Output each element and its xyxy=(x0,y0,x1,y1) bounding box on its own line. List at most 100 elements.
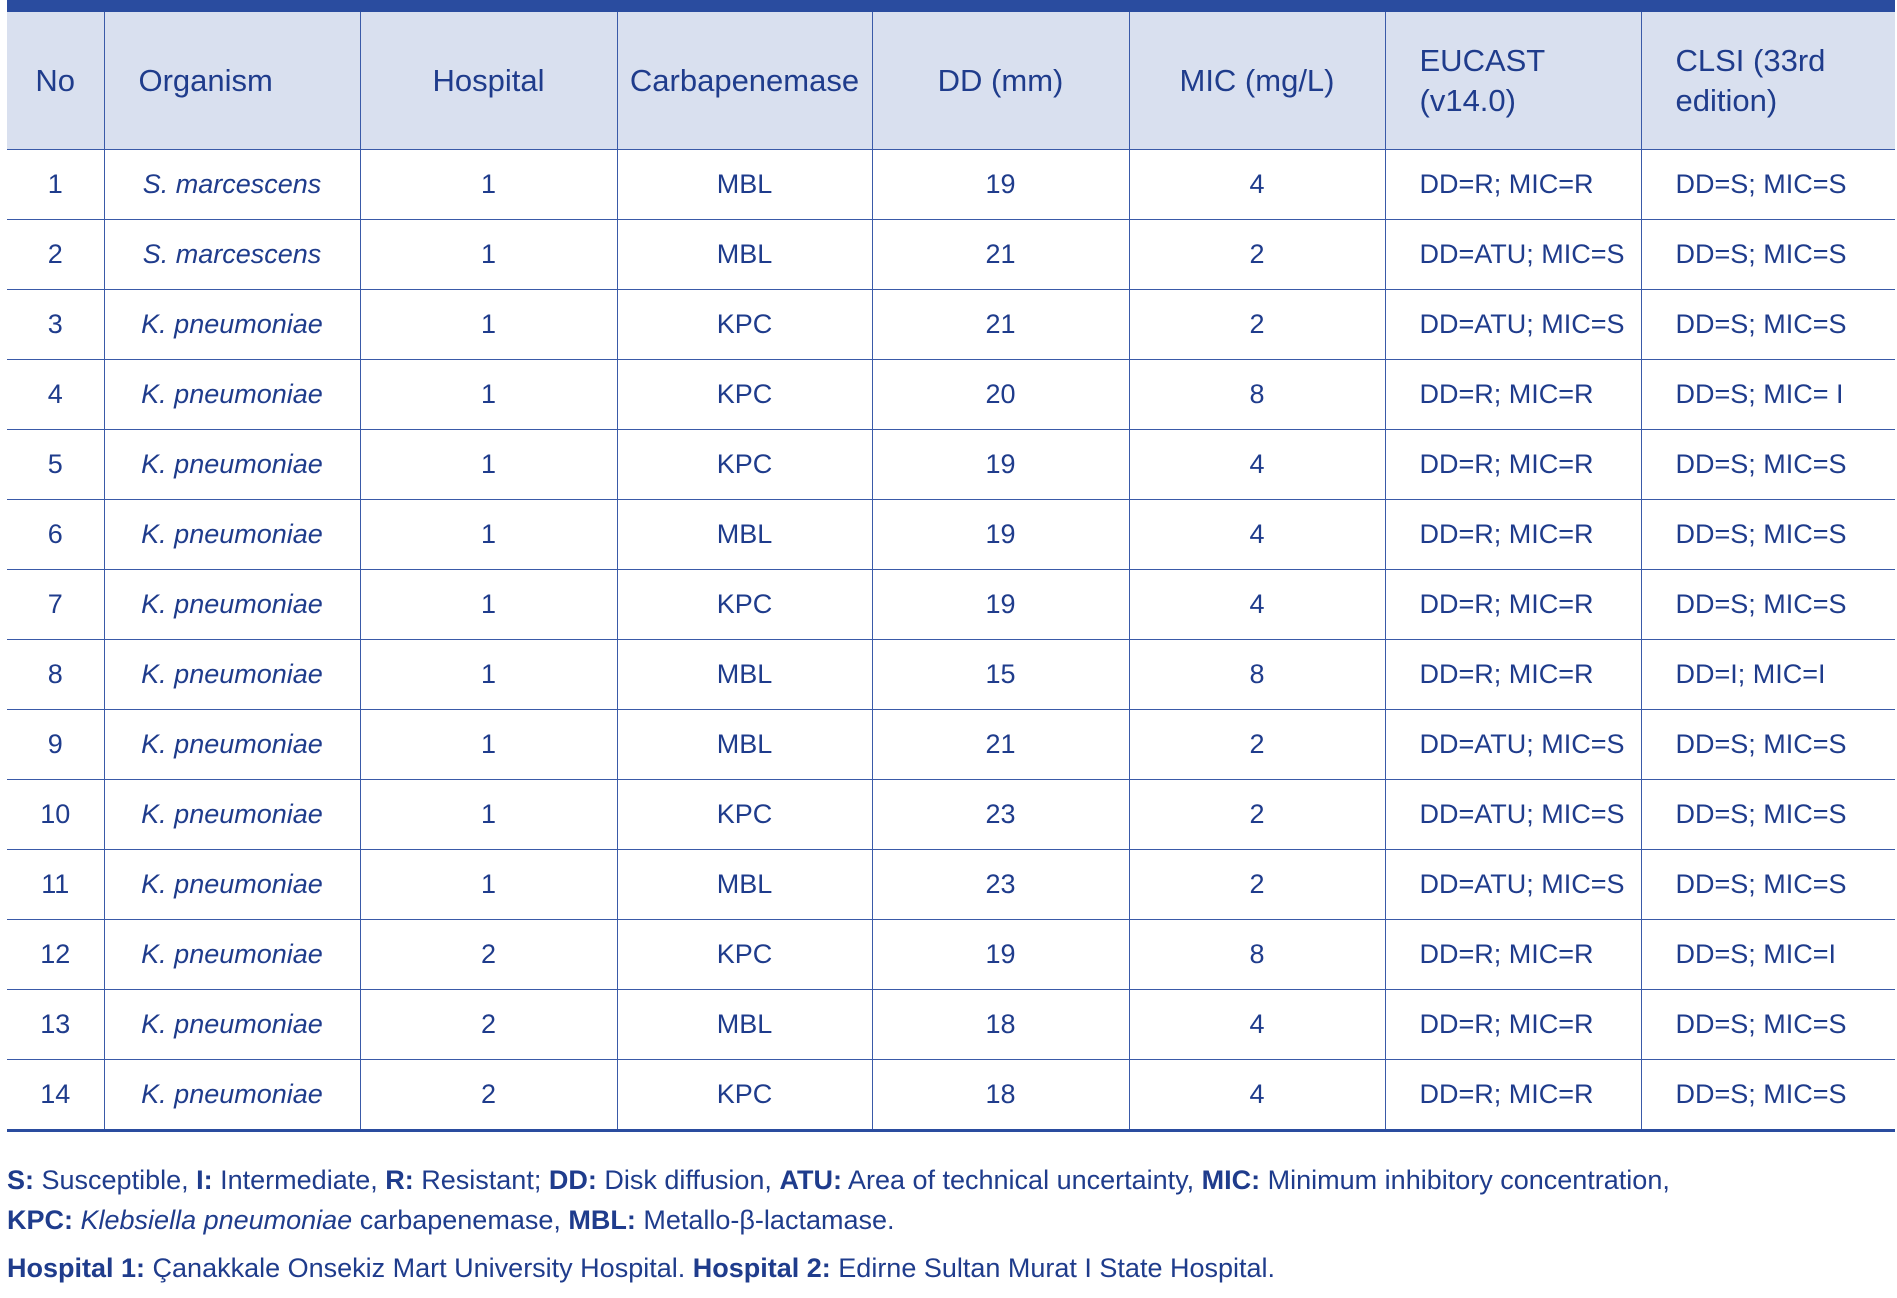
header-row: No Organism Hospital Carbapenemase DD (mm) MI… xyxy=(7,5,1895,150)
table-body: 1 S. marcescens 1 MBL 19 4 DD=R; MIC=R DD=S; MI… xyxy=(7,149,1895,1131)
definition: Edirne Sultan Murat I State Hospital. xyxy=(838,1253,1276,1283)
table-cell: DD=R; MIC=R xyxy=(1384,149,1642,220)
abbr: I: xyxy=(196,1165,213,1195)
table-cell: 4 xyxy=(1128,569,1386,640)
definition: Resistant; xyxy=(421,1165,542,1195)
table-head: No Organism Hospital Carbapenemase DD (mm) MI… xyxy=(7,5,1895,150)
definition: carbapenemase, xyxy=(359,1205,561,1235)
table-cell: DD=S; MIC=S xyxy=(1640,779,1895,850)
table-cell: DD=ATU; MIC=S xyxy=(1384,849,1642,920)
table-cell: KPC xyxy=(616,779,873,850)
table-row: 11 K. pneumoniae 1 MBL 23 2 DD=ATU; MIC=S DD=S;… xyxy=(7,849,1895,920)
table-cell: 19 xyxy=(871,149,1130,220)
table-cell: 4 xyxy=(7,359,105,430)
table-cell: DD=R; MIC=R xyxy=(1384,639,1642,710)
table-cell: K. pneumoniae xyxy=(103,359,361,430)
table-cell: DD=S; MIC=S xyxy=(1640,989,1895,1060)
table-cell: KPC xyxy=(616,1059,873,1131)
table-cell: 2 xyxy=(1128,219,1386,290)
definition: Disk diffusion, xyxy=(604,1165,772,1195)
definition: Susceptible, xyxy=(41,1165,189,1195)
abbr: ATU: xyxy=(779,1165,842,1195)
column-header: MIC (mg/L) xyxy=(1128,5,1386,150)
abbr: Hospital 2: xyxy=(692,1253,831,1283)
table-cell: DD=ATU; MIC=S xyxy=(1384,219,1642,290)
table-cell: DD=S; MIC=S xyxy=(1640,849,1895,920)
table-cell: 6 xyxy=(7,499,105,570)
table-cell: DD=R; MIC=R xyxy=(1384,1059,1642,1131)
table-cell: MBL xyxy=(616,219,873,290)
table-cell: DD=S; MIC=S xyxy=(1640,289,1895,360)
table-cell: DD=ATU; MIC=S xyxy=(1384,289,1642,360)
definition: Area of technical uncertainty, xyxy=(847,1165,1195,1195)
table-row: 10 K. pneumoniae 1 KPC 23 2 DD=ATU; MIC=S DD=S;… xyxy=(7,779,1895,850)
footnote-line: S: Susceptible, I: Intermediate, R: Resi… xyxy=(7,1160,1887,1200)
table-row: 2 S. marcescens 1 MBL 21 2 DD=ATU; MIC=S DD=S; … xyxy=(7,219,1895,290)
table-cell: K. pneumoniae xyxy=(103,499,361,570)
column-header: DD (mm) xyxy=(871,5,1130,150)
table-cell: 10 xyxy=(7,779,105,850)
species-name: Klebsiella pneumoniae xyxy=(80,1205,353,1235)
table-cell: MBL xyxy=(616,639,873,710)
table-cell: 3 xyxy=(7,289,105,360)
abbr: MIC: xyxy=(1201,1165,1261,1195)
column-header: Carbapenemase xyxy=(616,5,873,150)
table-cell: KPC xyxy=(616,569,873,640)
table-cell: 5 xyxy=(7,429,105,500)
table-cell: DD=S; MIC=S xyxy=(1640,709,1895,780)
table-cell: 4 xyxy=(1128,499,1386,570)
table-cell: DD=S; MIC=S xyxy=(1640,429,1895,500)
table-cell: MBL xyxy=(616,709,873,780)
table-cell: 19 xyxy=(871,919,1130,990)
table-cell: S. marcescens xyxy=(103,149,361,220)
definition: Intermediate, xyxy=(220,1165,378,1195)
table-cell: DD=S; MIC=S xyxy=(1640,499,1895,570)
abbr: Hospital 1: xyxy=(7,1253,146,1283)
table-cell: DD=S; MIC=S xyxy=(1640,569,1895,640)
table-cell: 1 xyxy=(359,499,618,570)
column-header: No xyxy=(7,5,105,150)
table-cell: KPC xyxy=(616,429,873,500)
abbr: DD: xyxy=(548,1165,597,1195)
table-cell: MBL xyxy=(616,149,873,220)
table-cell: DD=R; MIC=R xyxy=(1384,989,1642,1060)
table-cell: K. pneumoniae xyxy=(103,429,361,500)
column-header: EUCAST (v14.0) xyxy=(1384,5,1642,150)
table-cell: K. pneumoniae xyxy=(103,639,361,710)
table-cell: DD=S; MIC=S xyxy=(1640,219,1895,290)
abbr: R: xyxy=(385,1165,414,1195)
table-cell: 4 xyxy=(1128,1059,1386,1131)
table-cell: 1 xyxy=(359,849,618,920)
table-cell: 8 xyxy=(1128,639,1386,710)
table-cell: 7 xyxy=(7,569,105,640)
table-cell: MBL xyxy=(616,499,873,570)
table-row: 8 K. pneumoniae 1 MBL 15 8 DD=R; MIC=R DD=I; MI… xyxy=(7,639,1895,710)
table-cell: 21 xyxy=(871,709,1130,780)
table-cell: DD=S; MIC=I xyxy=(1640,919,1895,990)
table-cell: 13 xyxy=(7,989,105,1060)
column-header: Organism xyxy=(103,5,361,150)
table-cell: 9 xyxy=(7,709,105,780)
abbr: S: xyxy=(7,1165,34,1195)
table-row: 4 K. pneumoniae 1 KPC 20 8 DD=R; MIC=R DD=S; MI… xyxy=(7,359,1895,430)
table-cell: DD=S; MIC=S xyxy=(1640,149,1895,220)
definition: Metallo-β-lactamase. xyxy=(643,1205,895,1235)
table-cell: DD=R; MIC=R xyxy=(1384,499,1642,570)
data-table: No Organism Hospital Carbapenemase DD (mm) MI… xyxy=(7,0,1895,1132)
table-cell: 1 xyxy=(359,219,618,290)
table-cell: 11 xyxy=(7,849,105,920)
table-cell: DD=R; MIC=R xyxy=(1384,359,1642,430)
table-cell: S. marcescens xyxy=(103,219,361,290)
table-cell: 4 xyxy=(1128,429,1386,500)
table-cell: 18 xyxy=(871,989,1130,1060)
table-cell: 1 xyxy=(359,429,618,500)
table-cell: 8 xyxy=(1128,919,1386,990)
abbr: KPC: xyxy=(7,1205,73,1235)
table-cell: 2 xyxy=(1128,849,1386,920)
table-cell: 1 xyxy=(359,639,618,710)
table-cell: KPC xyxy=(616,359,873,430)
table-cell: 8 xyxy=(7,639,105,710)
table-cell: 19 xyxy=(871,569,1130,640)
table-cell: K. pneumoniae xyxy=(103,989,361,1060)
table-cell: K. pneumoniae xyxy=(103,919,361,990)
